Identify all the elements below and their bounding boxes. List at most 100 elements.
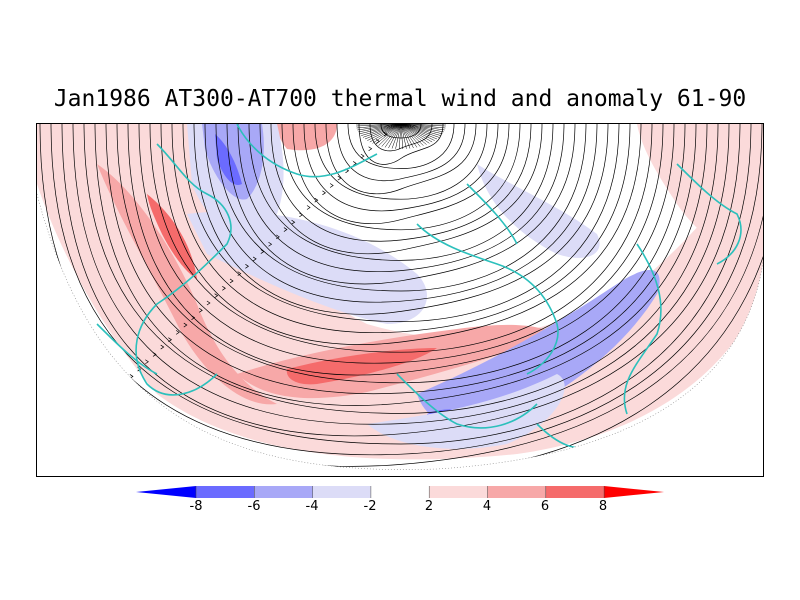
coastline (416, 223, 559, 375)
streamline (160, 124, 642, 345)
anomaly-region-pos2-east (637, 124, 763, 274)
streamline-arrow (360, 153, 365, 159)
streamline-arrow (260, 249, 265, 254)
streamline (325, 124, 477, 195)
streamline (359, 124, 402, 135)
streamline-arrow (199, 308, 203, 313)
streamline (398, 124, 402, 149)
streamline-arrow (283, 227, 288, 232)
streamline (400, 124, 446, 129)
streamline (116, 124, 686, 384)
anomaly-region-pos4-north (277, 124, 337, 151)
streamline-arrow (229, 278, 234, 284)
streamline-arrow (252, 256, 257, 262)
streamline-arrow (322, 190, 327, 196)
streamline (400, 124, 440, 138)
coastline (396, 373, 538, 429)
streamline-arrow (145, 359, 149, 365)
hemisphere-edge (37, 193, 763, 470)
streamline (138, 124, 664, 364)
streamline-arrow (245, 263, 250, 269)
streamline (358, 124, 444, 165)
anomaly-region-neg2-north-pacific (477, 164, 600, 258)
colorbar-segment-neg6 (196, 486, 255, 498)
streamline-arrow (129, 374, 134, 379)
streamline (400, 124, 421, 147)
streamline (400, 124, 441, 136)
colorbar-tick-label: -2 (363, 499, 377, 514)
colorbar-segment-neg2 (312, 486, 372, 498)
anomaly-region-neg8-arctic (215, 134, 242, 185)
chart-title: Jan1986 AT300-AT700 thermal wind and ano… (53, 86, 747, 112)
streamline (314, 124, 488, 200)
streamline (237, 124, 565, 273)
streamline (149, 124, 653, 353)
streamline (215, 124, 587, 292)
colorbar-tick-label: -6 (247, 499, 261, 514)
streamline-arrow (276, 234, 280, 240)
streamline (303, 124, 499, 212)
streamline (400, 124, 444, 133)
streamline-arrow (168, 337, 173, 343)
coastline (135, 143, 232, 396)
streamline (400, 124, 414, 149)
colorbar (136, 484, 664, 518)
coastline (466, 183, 518, 245)
colorbar-segment-pos6 (545, 486, 605, 498)
streamline (61, 124, 741, 437)
streamline (270, 124, 532, 242)
streamline (391, 124, 402, 149)
streamline (378, 124, 402, 146)
colorbar-segment-neg4 (254, 486, 314, 498)
anomaly-field (37, 124, 763, 460)
streamline-arrow (191, 315, 196, 320)
streamline (400, 124, 404, 149)
streamline-arrow (175, 330, 180, 335)
streamline (83, 124, 719, 414)
colorbar-tick-label: 8 (598, 499, 608, 514)
streamline (369, 124, 402, 143)
streamline (193, 124, 609, 315)
streamline (336, 124, 466, 182)
anomaly-region-neg4-east-asia (417, 270, 660, 428)
streamline (364, 124, 402, 140)
streamline (72, 124, 730, 425)
streamline (400, 124, 445, 131)
streamline-arrow (152, 352, 157, 357)
streamline-arrow (299, 212, 303, 218)
anomaly-region-pos6-scandinavia (147, 194, 197, 279)
streamline-arrow (160, 344, 165, 350)
streamline (361, 124, 402, 136)
map-panel (36, 123, 764, 477)
colorbar-tick-label: 2 (424, 499, 434, 514)
streamline-arrow (337, 175, 342, 181)
anomaly-region-neg2-central (187, 211, 427, 324)
streamline (400, 124, 424, 146)
streamline-arrow (206, 300, 211, 306)
streamline-arrow (214, 293, 219, 298)
colorbar-arrow-left (136, 486, 196, 498)
streamline (127, 124, 675, 376)
colorbar-tick-label: -8 (189, 499, 203, 514)
colorbar-segment-pos2 (429, 486, 488, 498)
streamline (356, 124, 402, 127)
streamline (388, 124, 402, 149)
streamline (356, 124, 402, 129)
streamline-arrow (291, 219, 296, 225)
streamline (358, 124, 402, 133)
streamline (400, 124, 433, 143)
streamline (400, 124, 430, 144)
streamline (400, 124, 435, 141)
streamline-arrow (237, 271, 242, 276)
anomaly-region-pos4-west (97, 164, 277, 405)
streamline (204, 124, 598, 303)
streamline (372, 124, 402, 144)
streamline (400, 124, 438, 140)
colorbar-arrow-right (604, 486, 664, 498)
coastline (96, 323, 158, 375)
streamline (259, 124, 543, 255)
streamline-arrow (222, 286, 226, 291)
streamline (375, 124, 402, 145)
streamline (50, 124, 752, 445)
streamline (171, 124, 631, 334)
